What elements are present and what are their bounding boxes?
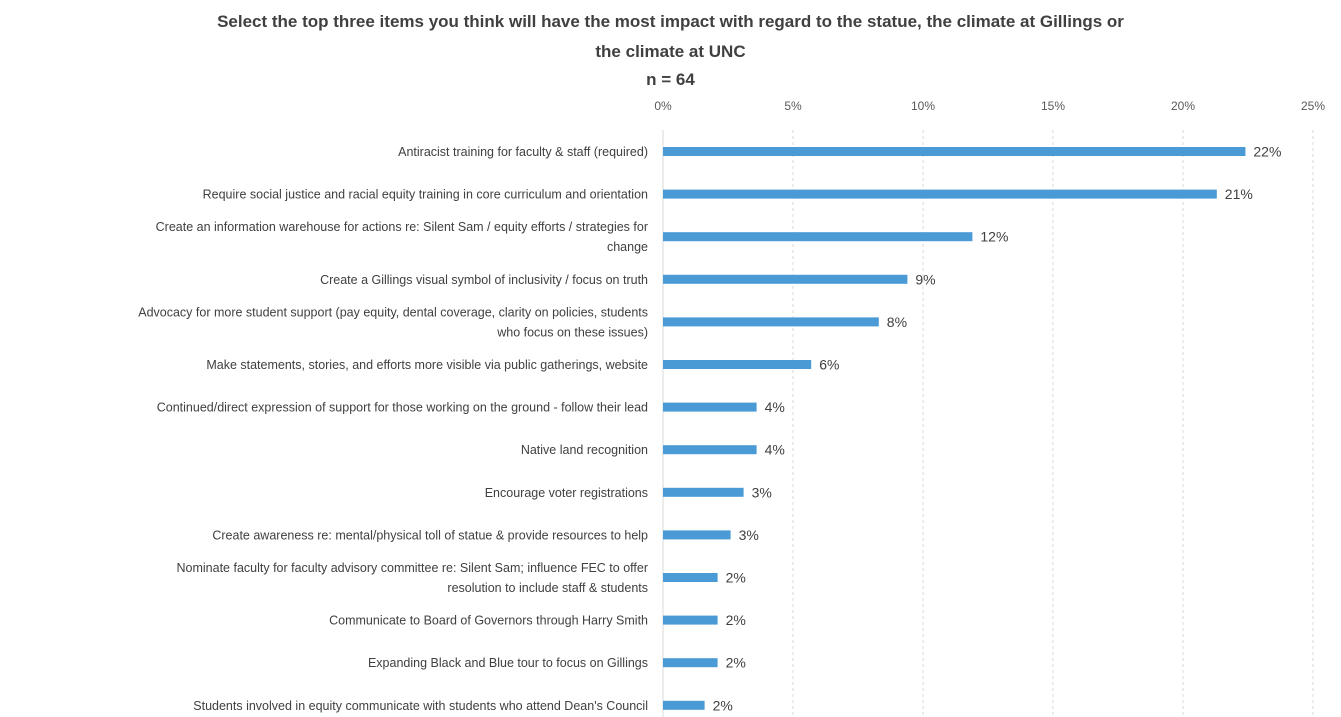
category-label: Require social justice and racial equity… bbox=[203, 188, 648, 202]
data-label: 3% bbox=[752, 484, 772, 500]
category-label: Communicate to Board of Governors throug… bbox=[329, 614, 648, 628]
data-label: 22% bbox=[1253, 144, 1281, 160]
bar bbox=[663, 274, 908, 284]
bar bbox=[663, 658, 718, 668]
category-label: Continued/direct expression of support f… bbox=[157, 401, 648, 415]
data-label: 9% bbox=[915, 271, 935, 287]
category-label: Advocacy for more student support (pay e… bbox=[138, 305, 648, 319]
data-label: 21% bbox=[1225, 186, 1253, 202]
category-label: Create awareness re: mental/physical tol… bbox=[212, 528, 648, 542]
category-label: change bbox=[607, 240, 648, 254]
bar bbox=[663, 147, 1246, 156]
category-label: Antiracist training for faculty & staff … bbox=[398, 145, 648, 159]
data-label: 2% bbox=[726, 612, 746, 628]
data-label: 8% bbox=[887, 314, 907, 330]
x-tick-label: 0% bbox=[654, 99, 672, 113]
bar bbox=[663, 573, 718, 582]
category-label: resolution to include staff & students bbox=[447, 581, 648, 595]
category-label: who focus on these issues) bbox=[496, 325, 648, 339]
chart-title-line-1: Select the top three items you think wil… bbox=[217, 12, 1124, 31]
x-tick-label: 20% bbox=[1171, 99, 1195, 113]
bar bbox=[663, 530, 731, 540]
data-label: 4% bbox=[765, 399, 785, 415]
category-label: Native land recognition bbox=[521, 443, 648, 457]
category-label: Create an information warehouse for acti… bbox=[156, 220, 648, 234]
bar bbox=[663, 189, 1217, 199]
data-label: 2% bbox=[713, 697, 733, 713]
bar bbox=[663, 402, 757, 412]
category-label: Make statements, stories, and efforts mo… bbox=[206, 358, 648, 372]
data-label: 3% bbox=[739, 527, 759, 543]
data-label: 2% bbox=[726, 655, 746, 671]
bar bbox=[663, 615, 718, 625]
bar bbox=[663, 487, 744, 497]
bar bbox=[663, 360, 812, 369]
data-label: 2% bbox=[726, 570, 746, 586]
bar bbox=[663, 317, 879, 327]
category-label: Nominate faculty for faculty advisory co… bbox=[177, 561, 649, 575]
category-label: Encourage voter registrations bbox=[485, 486, 648, 500]
data-label: 4% bbox=[765, 442, 785, 458]
x-tick-label: 5% bbox=[784, 99, 802, 113]
data-label: 6% bbox=[819, 357, 839, 373]
x-tick-label: 10% bbox=[911, 99, 935, 113]
bar bbox=[663, 700, 705, 710]
bar bbox=[663, 232, 973, 242]
category-label: Students involved in equity communicate … bbox=[193, 699, 648, 713]
x-tick-label: 25% bbox=[1301, 99, 1325, 113]
x-tick-label: 15% bbox=[1041, 99, 1065, 113]
chart-title-line-2: the climate at UNC bbox=[595, 42, 746, 61]
category-label: Create a Gillings visual symbol of inclu… bbox=[320, 273, 648, 287]
bar bbox=[663, 445, 757, 455]
data-label: 12% bbox=[980, 229, 1008, 245]
category-label: Expanding Black and Blue tour to focus o… bbox=[368, 656, 648, 670]
chart-sample-size: n = 64 bbox=[646, 70, 695, 89]
